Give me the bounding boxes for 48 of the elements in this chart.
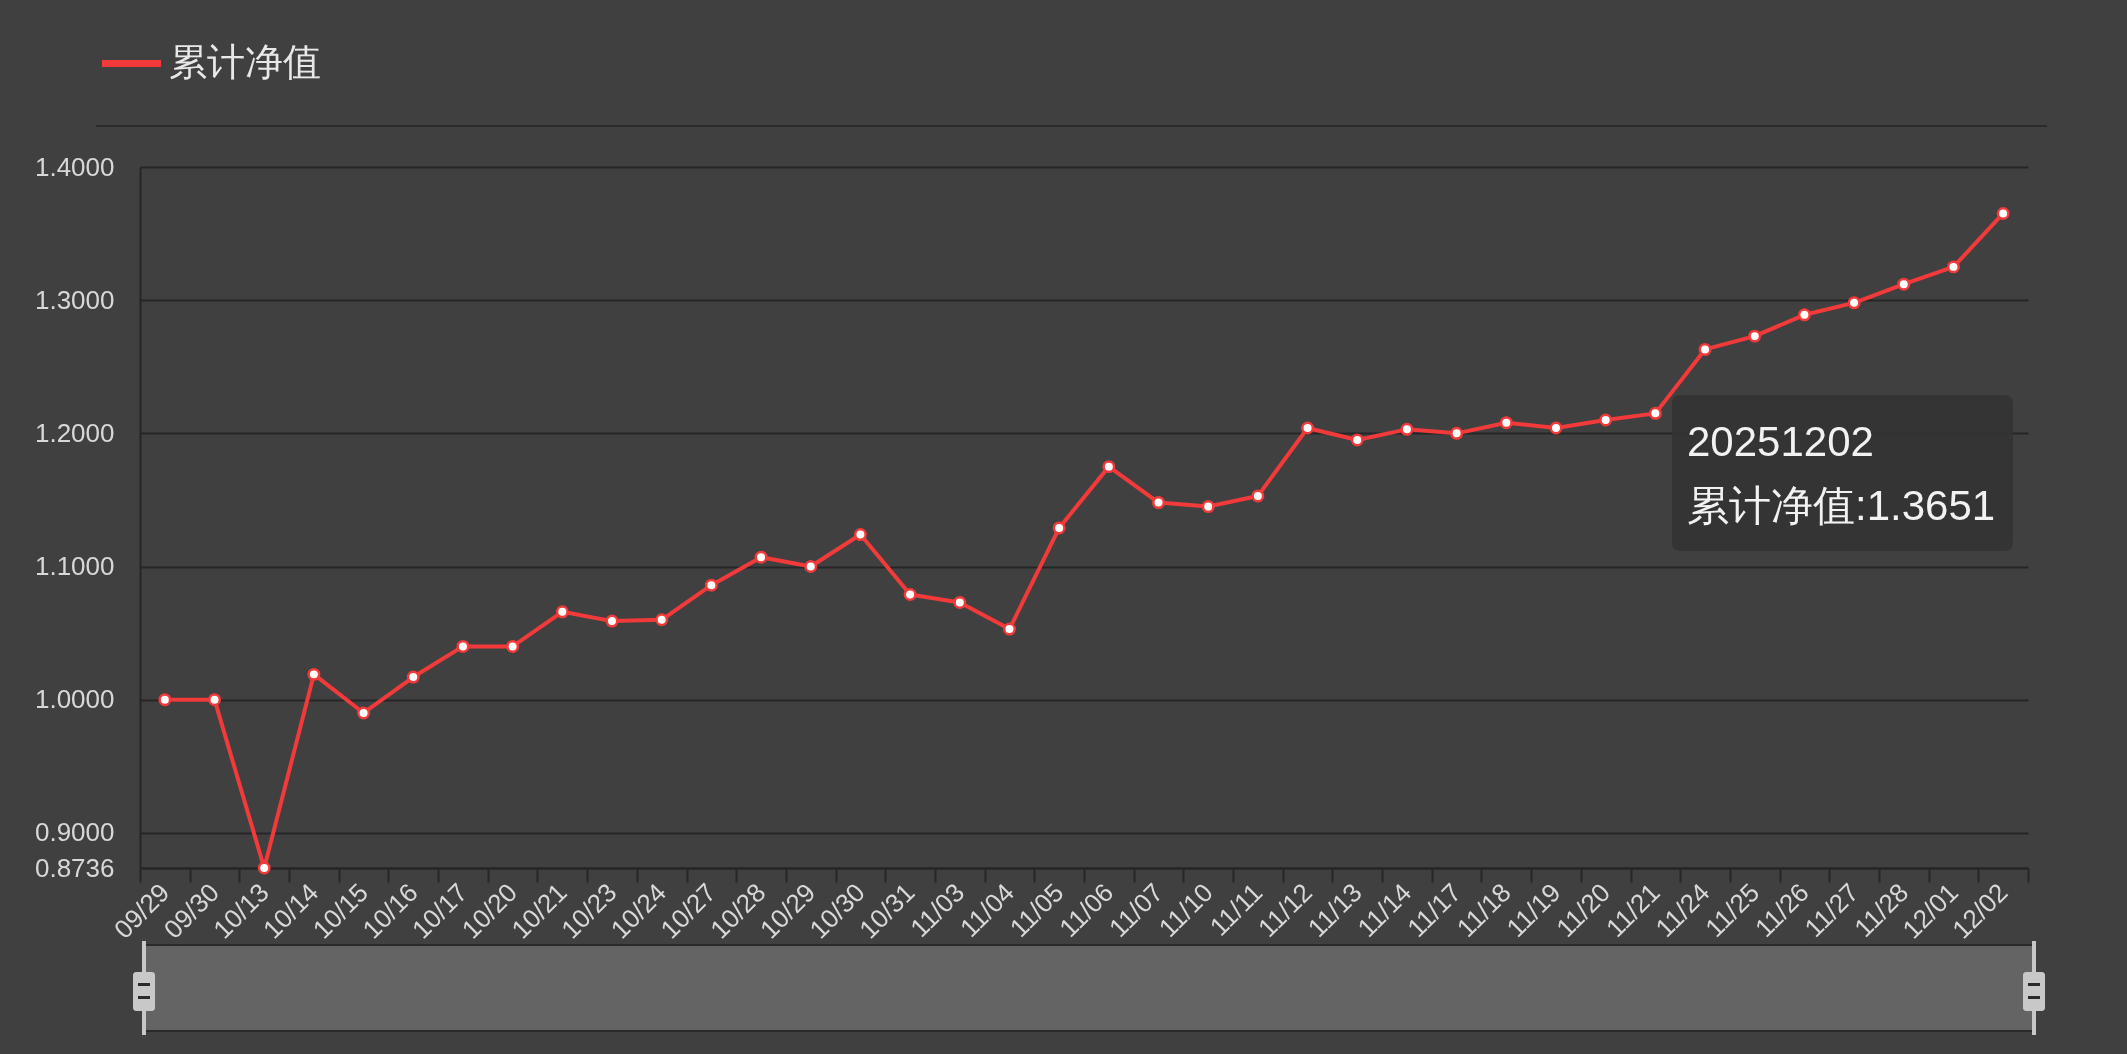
point xyxy=(903,587,917,601)
point xyxy=(1797,308,1811,322)
point xyxy=(1946,260,1960,274)
point xyxy=(555,605,569,619)
point xyxy=(1648,406,1662,420)
point xyxy=(1350,433,1364,447)
point xyxy=(1301,421,1315,435)
point xyxy=(1102,460,1116,474)
point xyxy=(1251,489,1265,503)
y-tick-label: 1.1000 xyxy=(34,551,115,582)
point xyxy=(307,667,321,681)
point xyxy=(357,706,371,720)
point xyxy=(406,670,420,684)
point xyxy=(605,614,619,628)
point xyxy=(655,613,669,627)
y-tick-label: 0.8736 xyxy=(34,852,115,883)
y-tick-label: 1.2000 xyxy=(34,417,115,448)
point xyxy=(754,550,768,564)
point xyxy=(1698,342,1712,356)
point xyxy=(208,693,222,707)
point xyxy=(1201,500,1215,514)
point xyxy=(257,861,271,875)
point xyxy=(1499,416,1513,430)
point xyxy=(1748,329,1762,343)
legend-label: 累计净值 xyxy=(169,40,321,83)
y-tick-label: 1.3000 xyxy=(34,284,115,315)
y-tick-label: 1.4000 xyxy=(34,151,115,182)
point xyxy=(1450,426,1464,440)
point xyxy=(506,639,520,653)
point xyxy=(1549,421,1563,435)
point xyxy=(1002,622,1016,636)
point xyxy=(853,528,867,542)
point xyxy=(1847,296,1861,310)
point xyxy=(1897,277,1911,291)
annotation: 累计净值:1.3651 xyxy=(1687,482,1996,529)
point xyxy=(1400,422,1414,436)
point xyxy=(1152,496,1166,510)
point xyxy=(804,560,818,573)
point xyxy=(1996,206,2010,220)
y-tick-label: 1.0000 xyxy=(34,684,115,715)
annotation: 20251202 xyxy=(1687,418,1874,465)
point xyxy=(158,693,172,707)
point xyxy=(1599,413,1613,427)
y-tick-label: 0.9000 xyxy=(34,817,115,848)
point xyxy=(456,639,470,653)
point xyxy=(704,578,718,592)
point xyxy=(1052,521,1066,535)
point xyxy=(953,595,967,609)
